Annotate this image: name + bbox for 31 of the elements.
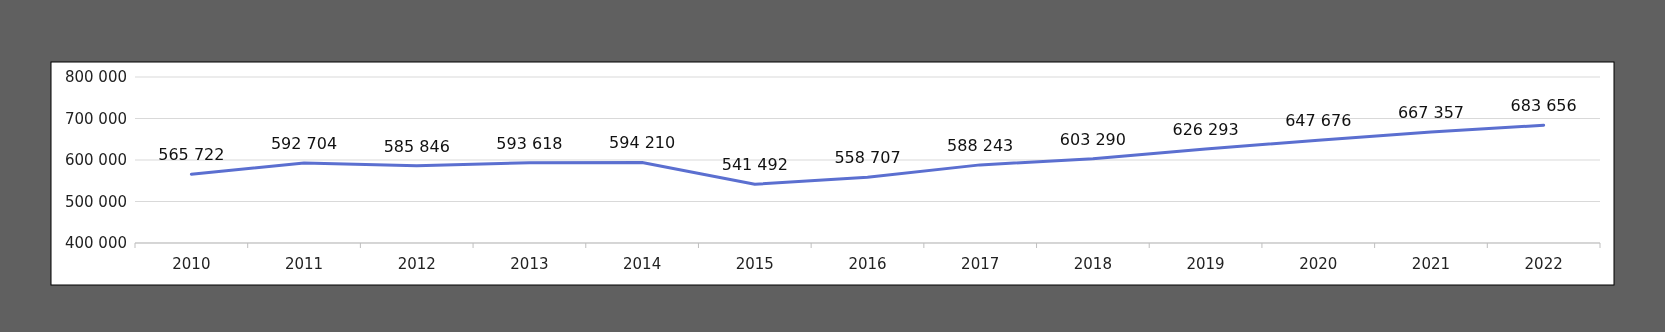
x-tick-label: 2013 [510, 255, 549, 273]
x-tick-label: 2019 [1186, 255, 1225, 273]
data-label: 588 243 [947, 135, 1014, 155]
data-label: 558 707 [834, 148, 901, 168]
x-tick-label: 2021 [1411, 255, 1451, 273]
x-tick-label: 2016 [848, 255, 887, 273]
y-tick-label: 400 000 [64, 234, 127, 253]
x-tick-label: 2020 [1299, 255, 1338, 273]
y-tick-label: 800 000 [64, 68, 127, 87]
data-label: 603 290 [1059, 129, 1126, 149]
x-tick-label: 2012 [397, 255, 436, 273]
x-tick-label: 2010 [172, 255, 211, 273]
y-tick-label: 700 000 [64, 109, 127, 128]
data-label: 565 722 [158, 145, 225, 165]
x-tick-label: 2017 [961, 255, 1000, 273]
data-label: 647 676 [1285, 111, 1352, 131]
data-label: 667 357 [1397, 103, 1465, 123]
y-tick-label: 600 000 [64, 151, 127, 170]
y-tick-label: 500 000 [64, 192, 127, 211]
data-label: 593 618 [496, 133, 563, 153]
data-label: 594 210 [609, 133, 676, 153]
data-label: 626 293 [1172, 120, 1239, 140]
data-label: 541 492 [721, 155, 788, 175]
x-tick-label: 2022 [1524, 255, 1563, 273]
data-label: 585 846 [383, 136, 450, 156]
x-tick-label: 2015 [735, 255, 774, 273]
data-label: 683 656 [1510, 96, 1577, 116]
x-tick-label: 2011 [284, 255, 324, 273]
x-tick-label: 2018 [1073, 255, 1112, 273]
data-label: 592 704 [270, 134, 338, 154]
x-tick-label: 2014 [623, 255, 662, 273]
